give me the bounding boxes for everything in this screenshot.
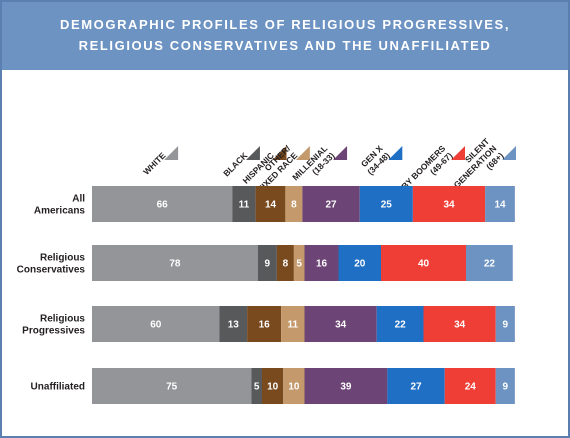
legend-header-5: GEN X(34-48) <box>359 143 403 177</box>
bar-row-3: Unaffiliated 75 5 10 10 39 27 24 9 <box>31 368 515 404</box>
bar-segment-3-2 <box>262 368 284 404</box>
data-label-0-5: 25 <box>381 200 393 211</box>
data-label-3-1: 5 <box>254 382 260 393</box>
category-label-3-0: Unaffiliated <box>31 382 85 393</box>
bar-segment-2-1 <box>219 306 248 342</box>
data-label-1-4: 16 <box>316 259 328 270</box>
legend-marker-1 <box>245 146 260 160</box>
bar-segment-3-3 <box>283 368 305 404</box>
data-label-3-5: 27 <box>411 382 423 393</box>
title-banner <box>2 2 568 70</box>
data-label-2-5: 22 <box>395 320 407 331</box>
data-label-2-1: 13 <box>228 320 240 331</box>
bar-segment-1-7 <box>466 245 513 281</box>
bar-segment-1-2 <box>276 245 294 281</box>
bar-segment-3-6 <box>444 368 496 404</box>
bar-segment-0-6 <box>412 186 486 222</box>
data-label-1-3: 5 <box>296 259 302 270</box>
data-label-1-7: 22 <box>484 259 496 270</box>
bar-segment-1-5 <box>338 245 381 281</box>
chart-title: DEMOGRAPHIC PROFILES OF RELIGIOUS PROGRE… <box>2 14 568 56</box>
category-label-2-0: Religious <box>40 314 85 325</box>
bar-segment-0-4 <box>302 186 360 222</box>
data-label-3-0: 75 <box>166 382 178 393</box>
category-label-1-1: Conservatives <box>17 265 86 276</box>
bar-segment-2-4 <box>304 306 377 342</box>
data-label-3-7: 9 <box>503 382 509 393</box>
data-label-1-6: 40 <box>418 259 430 270</box>
bar-segment-1-1 <box>257 245 277 281</box>
data-label-0-2: 14 <box>265 200 277 211</box>
data-label-0-0: 66 <box>157 200 169 211</box>
legend-label-0-0: WHITE <box>141 150 168 177</box>
bar-segment-2-7 <box>495 306 515 342</box>
bar-segment-0-5 <box>359 186 413 222</box>
bar-segment-0-3 <box>285 186 303 222</box>
legend-marker-2 <box>272 146 287 160</box>
bar-segment-1-3 <box>293 245 305 281</box>
data-label-2-0: 60 <box>150 320 162 331</box>
chart-title-line-1: DEMOGRAPHIC PROFILES OF RELIGIOUS PROGRE… <box>59 17 511 32</box>
data-label-1-0: 78 <box>169 259 181 270</box>
category-label-0-1: Americans <box>34 206 86 217</box>
bar-segment-3-0 <box>92 368 252 404</box>
data-label-1-2: 8 <box>283 259 289 270</box>
category-label-2-1: Progressives <box>22 326 85 337</box>
bar-segment-2-3 <box>281 306 305 342</box>
data-label-0-3: 8 <box>291 200 297 211</box>
bar-segment-0-1 <box>232 186 256 222</box>
data-label-0-6: 34 <box>443 200 455 211</box>
bar-segment-2-2 <box>247 306 282 342</box>
bar-segment-1-4 <box>304 245 339 281</box>
chart-title-line-2: RELIGIOUS CONSERVATIVES AND THE UNAFFILI… <box>78 38 492 53</box>
data-label-1-5: 20 <box>354 259 366 270</box>
data-label-3-2: 10 <box>267 382 279 393</box>
data-label-2-4: 34 <box>335 320 347 331</box>
data-label-3-3: 10 <box>288 382 300 393</box>
data-label-0-4: 27 <box>326 200 338 211</box>
bar-segment-3-1 <box>251 368 262 404</box>
data-label-2-7: 9 <box>503 320 509 331</box>
bar-segment-0-0 <box>92 186 233 222</box>
category-label-0-0: All <box>72 194 85 205</box>
bar-segment-2-5 <box>376 306 424 342</box>
data-label-2-2: 16 <box>259 320 271 331</box>
bar-segment-0-2 <box>255 186 286 222</box>
legend-header-4: MILLENIAL(18-33) <box>290 143 348 182</box>
category-label-1-0: Religious <box>40 253 85 264</box>
bar-segment-1-0 <box>92 245 258 281</box>
data-label-0-1: 11 <box>239 200 250 211</box>
data-label-2-3: 11 <box>288 320 299 331</box>
data-label-2-6: 34 <box>454 320 466 331</box>
legend-marker-6 <box>451 146 465 160</box>
legend-header-0: WHITE <box>141 146 179 177</box>
bar-segment-3-5 <box>387 368 445 404</box>
bar-segment-1-6 <box>381 245 466 281</box>
bar-segment-2-0 <box>92 306 220 342</box>
data-label-3-4: 39 <box>340 382 352 393</box>
legend-marker-3 <box>295 146 310 160</box>
data-label-3-6: 24 <box>465 382 477 393</box>
legend-marker-4 <box>333 146 348 160</box>
legend-marker-7 <box>502 146 516 160</box>
legend-marker-5 <box>388 146 403 160</box>
legend-marker-0 <box>164 146 179 160</box>
bar-segment-3-4 <box>304 368 388 404</box>
bar-segment-3-7 <box>495 368 515 404</box>
bar-segment-2-6 <box>423 306 496 342</box>
bar-segment-0-7 <box>485 186 515 222</box>
data-label-1-1: 9 <box>265 259 271 270</box>
data-label-0-7: 14 <box>494 200 506 211</box>
